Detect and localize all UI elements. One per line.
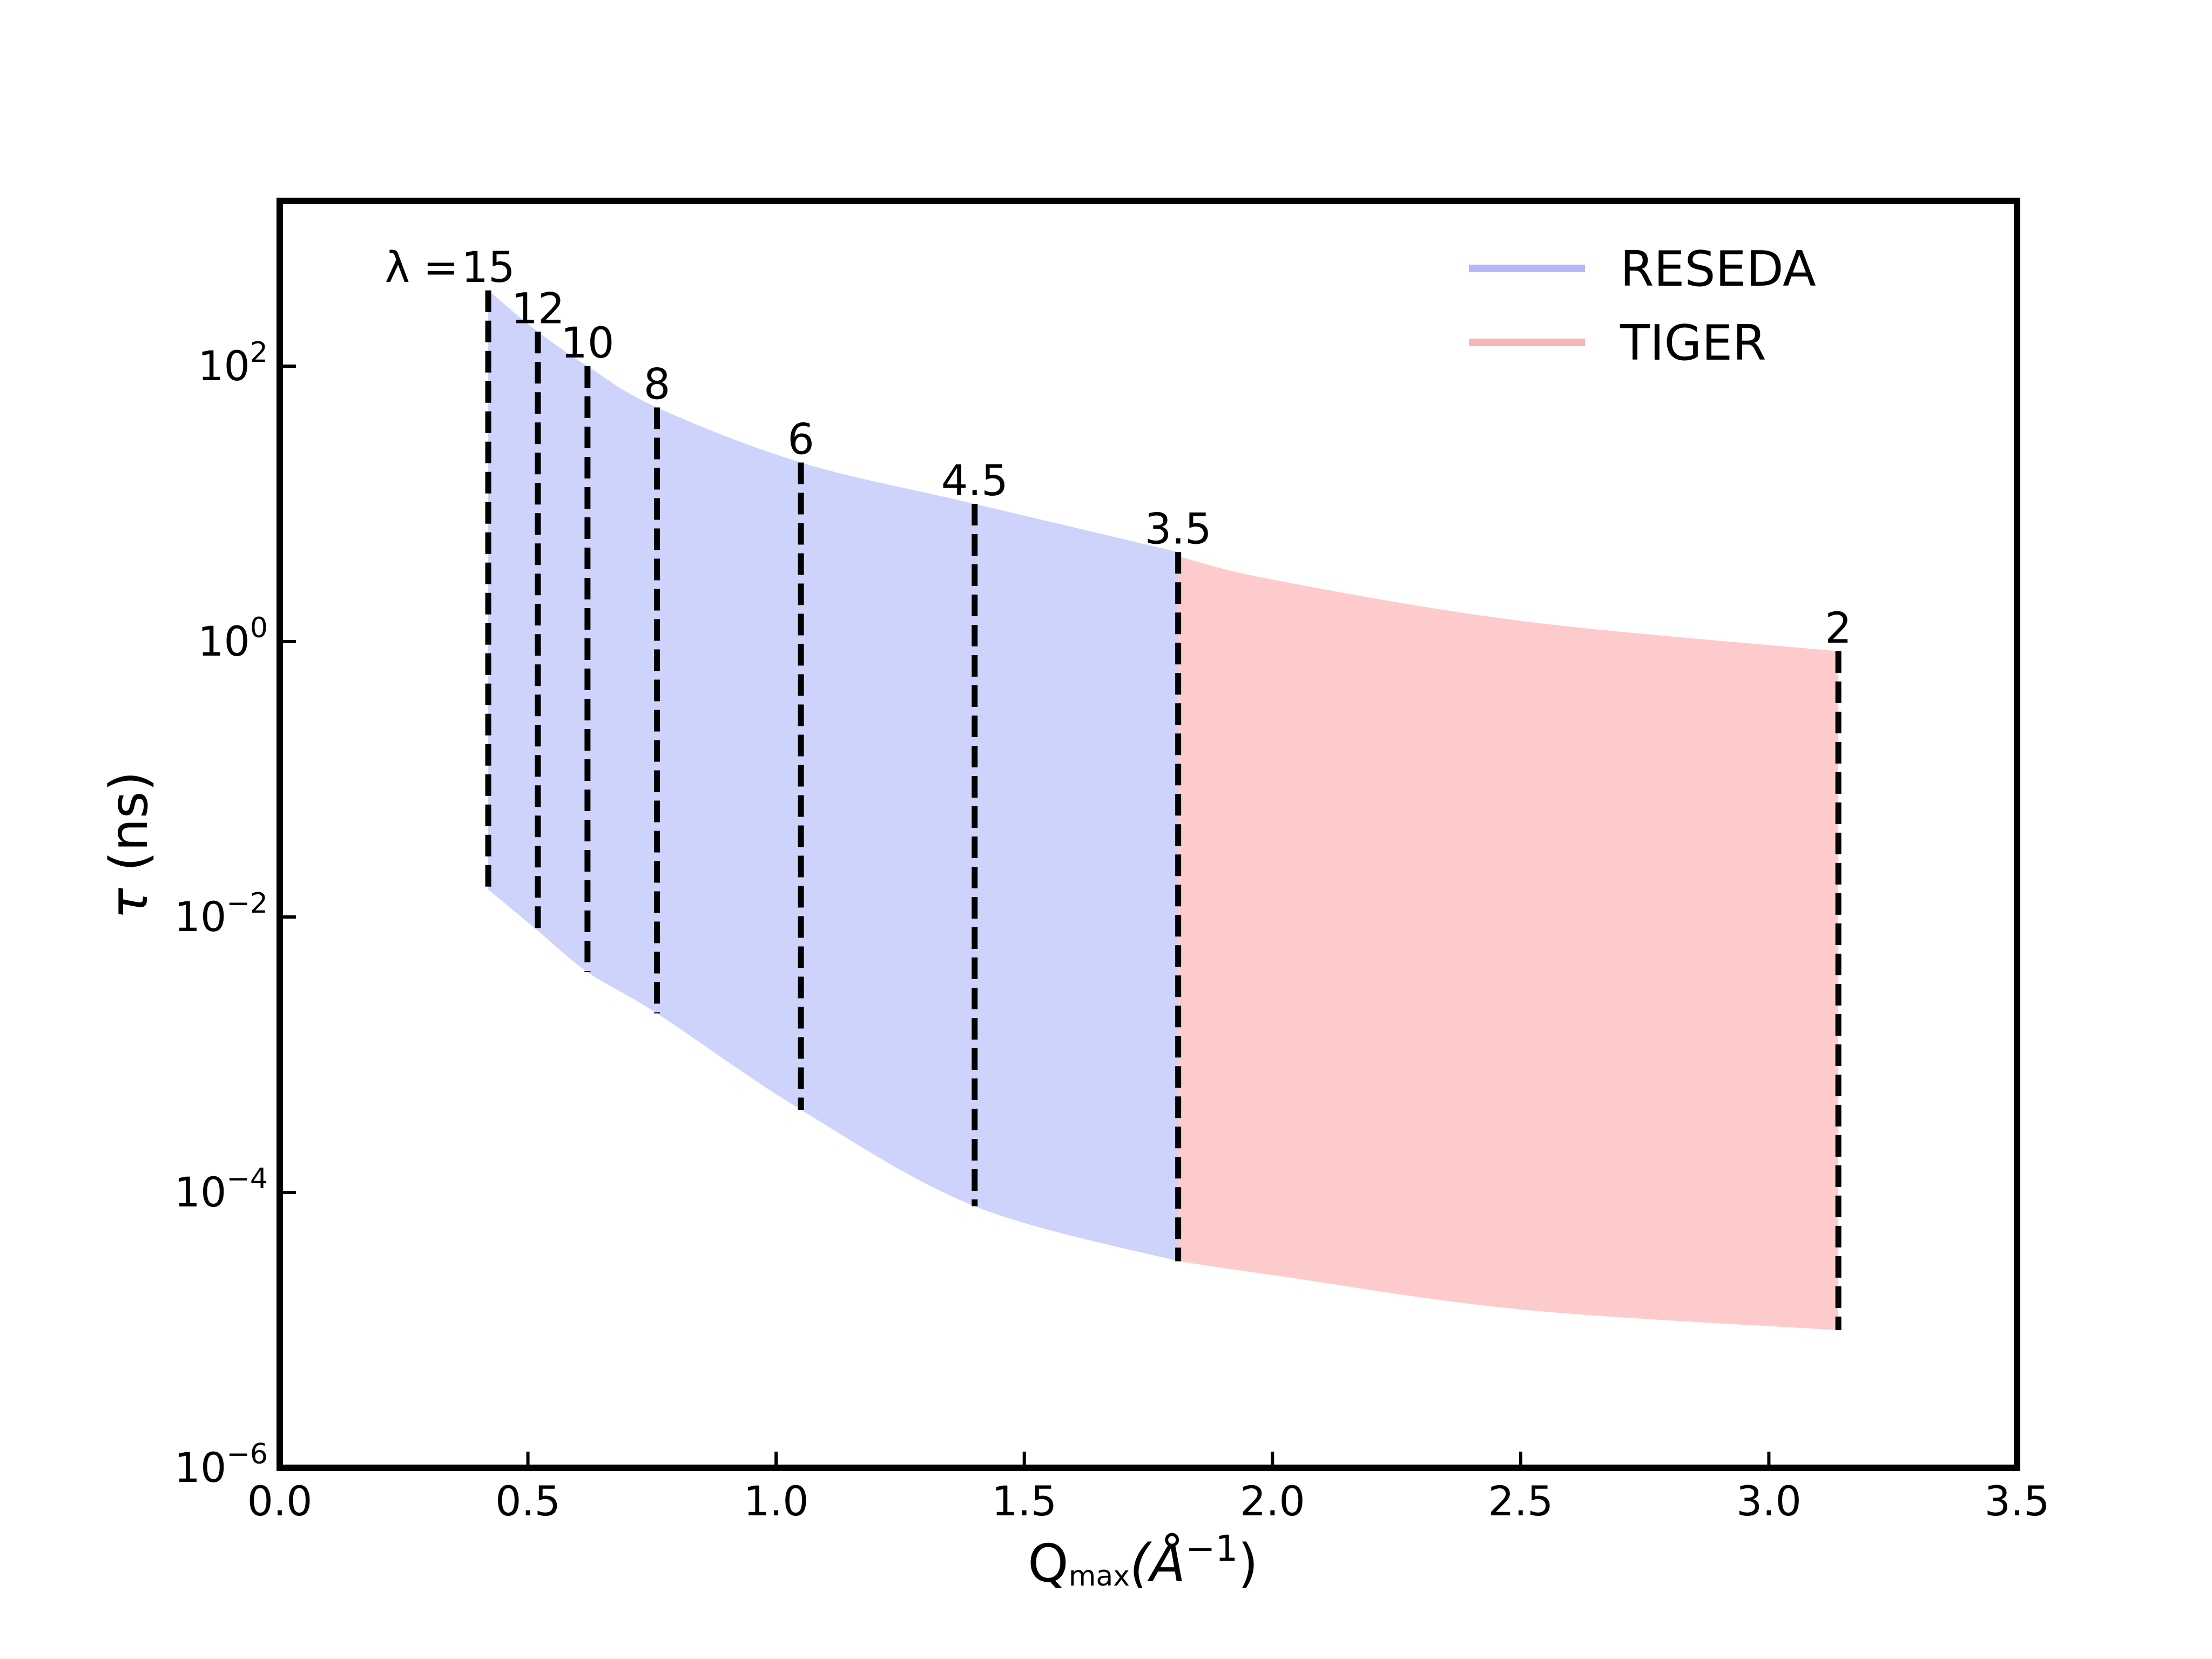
legend-label: RESEDA: [1620, 241, 1816, 298]
x-tick-label: 2.5: [1488, 1477, 1553, 1525]
x-axis-title-sup: −1: [1185, 1528, 1238, 1569]
y-tick-label: 10−6: [174, 1438, 268, 1492]
area-tiger: [1178, 556, 1839, 1330]
x-axis: 0.0 0.5 1.0 1.5 2.0 2.5 3.0 3.5: [247, 1452, 2050, 1525]
x-tick-label: 0.5: [495, 1477, 561, 1525]
x-tick-label: 0.0: [247, 1477, 313, 1525]
plot-frame: [276, 198, 2020, 1471]
y-axis: 102 100 10−2 10−4 10−6: [174, 336, 296, 1492]
y-tick-label: 102: [198, 336, 268, 390]
wavelength-marker-label: 2: [1825, 604, 1852, 653]
wavelength-marker-label: 10: [561, 319, 614, 368]
wavelength-marker-label: 8: [644, 361, 671, 409]
wavelength-prefix-label: λ =: [385, 244, 458, 292]
y-axis-title: τ (ns): [99, 771, 159, 919]
x-axis-title-close: ): [1238, 1533, 1258, 1594]
legend: RESEDA TIGER: [1469, 241, 1816, 372]
wavelength-marker-label: 12: [511, 285, 564, 333]
y-tick-label: 10−4: [174, 1163, 268, 1216]
x-tick-label: 2.0: [1240, 1477, 1305, 1525]
x-axis-title-sub: max: [1069, 1560, 1130, 1593]
legend-label: TIGER: [1620, 315, 1766, 372]
x-tick-label: 3.0: [1736, 1477, 1802, 1525]
x-axis-title: Qmax(Å−1): [1028, 1528, 1258, 1594]
x-axis-title-unit: (Å: [1130, 1533, 1185, 1594]
y-axis-title-symbol: τ: [99, 887, 159, 919]
y-tick-label: 10−2: [174, 887, 268, 941]
x-tick-label: 3.5: [1985, 1477, 2050, 1525]
y-axis-title-unit: (ns): [99, 771, 159, 888]
area-layer: [488, 290, 1839, 1330]
wavelength-marker-label: 3.5: [1145, 505, 1212, 554]
area-reseda: [488, 290, 1178, 1262]
x-tick-label: 1.0: [744, 1477, 809, 1525]
x-tick-label: 1.5: [992, 1477, 1057, 1525]
wavelength-marker-label: 4.5: [941, 457, 1008, 505]
y-tick-label: 100: [198, 612, 268, 665]
x-axis-title-main: Q: [1028, 1533, 1069, 1594]
wavelength-marker-label: 15: [461, 244, 515, 292]
wavelength-marker-label: 6: [787, 416, 814, 464]
